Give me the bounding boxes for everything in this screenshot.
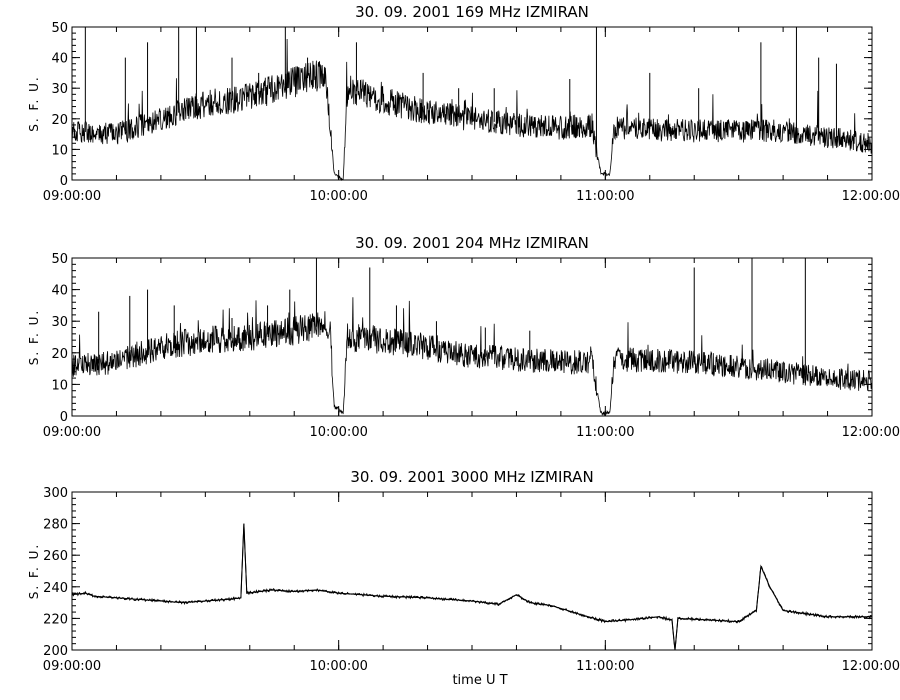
y-tick-label: 0 xyxy=(60,174,68,189)
x-tick-label: 09:00:00 xyxy=(43,425,101,440)
x-tick-label: 11:00:00 xyxy=(576,425,634,440)
chart-panel-1: 30. 09. 2001 169 MHz IZMIRAN S. F. U. 0 10 2… xyxy=(27,3,900,204)
y-tick-label: 40 xyxy=(51,52,68,67)
y-tick-label: 50 xyxy=(51,21,68,36)
x-tick-label: 11:00:00 xyxy=(576,659,634,674)
y-axis-label: S. F. U. xyxy=(27,543,41,599)
y-tick-label: 20 xyxy=(51,347,68,362)
series-key-points xyxy=(71,523,872,651)
y-tick-label: 30 xyxy=(51,315,68,330)
y-tick-label: 10 xyxy=(51,143,68,158)
x-tick-label: 12:00:00 xyxy=(842,425,900,440)
chart-panels: 30. 09. 2001 169 MHz IZMIRAN S. F. U. 0 10 2… xyxy=(27,3,900,674)
x-tick-label: 10:00:00 xyxy=(309,189,367,204)
figure-x-axis-label: time U T xyxy=(452,673,507,688)
series-line xyxy=(71,38,873,182)
series-line xyxy=(71,523,873,650)
x-tick-label: 09:00:00 xyxy=(43,189,101,204)
y-tick-label: 40 xyxy=(51,284,68,299)
chart-panel-2: 30. 09. 2001 204 MHz IZMIRAN S. F. U. 0 10 2… xyxy=(27,234,900,440)
y-tick-label: 10 xyxy=(51,378,68,393)
series-line xyxy=(71,297,873,417)
y-tick-label: 240 xyxy=(43,581,68,596)
y-tick-label: 0 xyxy=(60,410,68,425)
plot-frame xyxy=(71,491,873,651)
y-tick-label: 200 xyxy=(43,644,68,659)
y-tick-label: 260 xyxy=(43,549,68,564)
y-axis-label: S. F. U. xyxy=(27,75,41,131)
chart-title: 30. 09. 2001 169 MHz IZMIRAN xyxy=(355,3,589,21)
chart-title: 30. 09. 2001 3000 MHz IZMIRAN xyxy=(350,468,593,486)
y-tick-label: 280 xyxy=(43,518,68,533)
y-tick-label: 20 xyxy=(51,113,68,128)
y-tick-label: 220 xyxy=(43,612,68,627)
x-tick-label: 12:00:00 xyxy=(842,189,900,204)
y-axis-label: S. F. U. xyxy=(27,309,41,365)
x-tick-label: 11:00:00 xyxy=(576,189,634,204)
x-tick-label: 10:00:00 xyxy=(309,425,367,440)
x-tick-label: 12:00:00 xyxy=(842,659,900,674)
x-tick-label: 09:00:00 xyxy=(43,659,101,674)
y-tick-label: 30 xyxy=(51,82,68,97)
y-tick-label: 300 xyxy=(43,486,68,501)
y-tick-label: 50 xyxy=(51,252,68,267)
chart-panel-3: 30. 09. 2001 3000 MHz IZMIRAN S. F. U. 200… xyxy=(27,468,900,674)
chart-title: 30. 09. 2001 204 MHz IZMIRAN xyxy=(355,234,589,252)
x-tick-label: 10:00:00 xyxy=(309,659,367,674)
